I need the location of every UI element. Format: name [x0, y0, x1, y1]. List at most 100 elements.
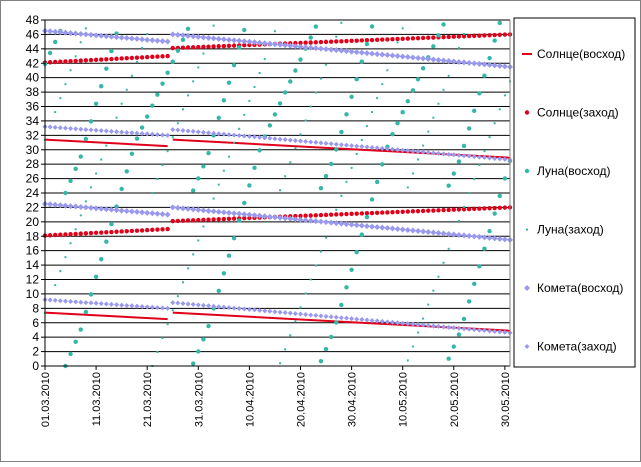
data-point — [317, 218, 324, 225]
data-point — [323, 39, 329, 45]
y-tick-label: 34 — [26, 114, 40, 128]
data-point — [83, 58, 89, 63]
legend-item: Комета(восход) — [524, 281, 623, 295]
data-point — [524, 344, 530, 349]
data-point — [82, 204, 89, 211]
data-point — [308, 213, 313, 218]
y-tick-label: 22 — [26, 200, 40, 214]
data-point — [456, 34, 462, 39]
data-point — [302, 217, 309, 224]
data-point — [195, 33, 202, 40]
data-point — [83, 127, 89, 133]
data-point — [231, 43, 237, 48]
data-point — [99, 257, 104, 262]
data-point — [379, 318, 385, 324]
data-point — [288, 79, 293, 84]
data-point — [440, 57, 447, 64]
data-point — [471, 60, 478, 67]
data-point — [349, 143, 355, 149]
data-point — [338, 220, 345, 227]
data-point — [390, 209, 395, 215]
data-point — [308, 35, 313, 40]
y-tick-label: 32 — [26, 128, 40, 142]
data-point — [236, 210, 243, 217]
data-point — [353, 49, 360, 56]
data-point — [287, 42, 294, 49]
data-point — [78, 126, 84, 132]
y-tick-label: 14 — [26, 258, 40, 272]
data-point — [216, 288, 221, 294]
data-point — [328, 141, 334, 147]
data-point — [420, 55, 427, 62]
data-point — [323, 46, 330, 53]
data-point — [339, 302, 344, 308]
data-point — [304, 292, 307, 295]
data-point — [236, 37, 243, 44]
data-point — [221, 98, 227, 103]
data-point — [179, 205, 186, 212]
data-point — [363, 223, 370, 230]
data-point — [450, 231, 457, 238]
data-point — [354, 316, 360, 322]
data-point — [160, 132, 166, 138]
data-point — [445, 57, 452, 64]
data-point — [59, 97, 62, 100]
data-point — [304, 119, 307, 122]
data-point — [334, 147, 339, 152]
data-point — [221, 216, 227, 222]
data-point — [354, 211, 359, 216]
data-point — [427, 303, 430, 306]
data-point — [338, 142, 344, 148]
data-point — [374, 51, 381, 58]
data-point — [124, 229, 129, 234]
data-point — [256, 39, 263, 46]
data-point — [343, 48, 350, 55]
data-point — [399, 53, 406, 60]
data-point — [100, 158, 103, 161]
data-point — [333, 47, 340, 54]
data-point — [451, 325, 457, 331]
data-point — [227, 155, 230, 158]
data-point — [323, 140, 329, 146]
x-tick-label: 30.04.2010 — [347, 372, 359, 427]
y-tick-label: 18 — [26, 229, 40, 243]
data-point — [374, 210, 380, 216]
data-point — [289, 161, 292, 164]
data-point — [216, 44, 221, 49]
legend-item: Луна(восход) — [524, 164, 611, 178]
data-point — [134, 136, 140, 141]
data-point — [95, 172, 98, 175]
data-point — [200, 302, 206, 308]
data-point — [297, 216, 304, 223]
data-point — [150, 227, 155, 233]
data-point — [210, 208, 217, 215]
y-tick-label: 30 — [26, 143, 40, 157]
data-point — [395, 147, 401, 153]
data-point — [79, 214, 82, 217]
data-point — [410, 321, 416, 327]
data-point — [312, 218, 319, 225]
data-point — [242, 27, 247, 33]
data-point — [399, 226, 406, 233]
data-point — [181, 281, 184, 284]
series-5 — [42, 27, 513, 243]
data-point — [262, 135, 268, 141]
data-point — [161, 337, 164, 340]
data-point — [468, 192, 471, 194]
legend-item: Комета(заход) — [524, 340, 617, 354]
data-point — [471, 233, 478, 240]
data-point — [502, 329, 508, 335]
data-point — [492, 38, 497, 43]
data-point — [164, 38, 171, 45]
series-2 — [42, 32, 513, 238]
data-point — [129, 55, 135, 61]
data-point — [201, 217, 206, 223]
data-point — [349, 316, 355, 322]
data-point — [215, 208, 222, 215]
data-point — [359, 232, 365, 237]
data-point — [318, 358, 324, 364]
data-point — [410, 148, 416, 154]
data-point — [252, 165, 257, 171]
data-point — [431, 35, 436, 40]
data-point — [74, 228, 77, 231]
